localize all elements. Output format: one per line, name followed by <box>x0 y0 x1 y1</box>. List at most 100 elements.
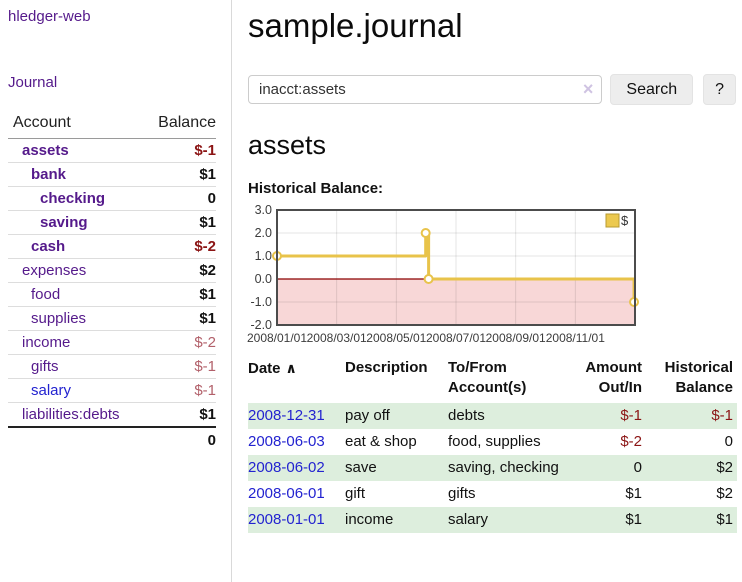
account-row: expenses $2 <box>8 258 216 283</box>
search-input[interactable] <box>248 75 603 104</box>
accounts-total-balance: 0 <box>136 426 216 453</box>
account-row: food $1 <box>8 282 216 307</box>
account-row: liabilities:debts $1 <box>8 402 216 427</box>
historical-balance-chart: $3.0 2.0 1.0 0.0 -1.0 -2.0 2008/01/01 2008/03/0… <box>247 204 736 346</box>
svg-text:1.0: 1.0 <box>255 249 272 263</box>
account-balance: 0 <box>136 186 216 211</box>
transaction-amount: $-2 <box>620 433 642 450</box>
sidebar: hledger-web Journal Account Balance asse… <box>0 0 232 582</box>
accounts-total-row: 0 <box>8 426 216 453</box>
account-balance: $-1 <box>194 142 216 159</box>
account-row: income $-2 <box>8 330 216 355</box>
account-balance: $1 <box>136 402 216 427</box>
account-balance: $-2 <box>136 234 216 259</box>
account-row: checking 0 <box>8 186 216 211</box>
account-link-liabilities-debts[interactable]: liabilities:debts <box>22 406 120 423</box>
account-row: cash $-2 <box>8 234 216 259</box>
account-heading: assets <box>248 130 327 160</box>
transaction-amount: 0 <box>572 455 642 481</box>
amount-column-header: Amount Out/In <box>585 359 642 396</box>
svg-text:2008/07/01: 2008/07/01 <box>426 331 486 345</box>
account-balance: $1 <box>136 210 216 235</box>
transaction-row: 2008-06-03 eat & shop food, supplies $-2 0 <box>248 429 737 455</box>
account-balance: $1 <box>136 162 216 187</box>
transaction-date-link[interactable]: 2008-01-01 <box>248 511 325 528</box>
register-header-row: Date ∧ Description To/From Account(s) Amo… <box>248 356 737 403</box>
account-link-gifts[interactable]: gifts <box>31 358 59 375</box>
transaction-row: 2008-06-01 gift gifts $1 $2 <box>248 481 737 507</box>
transaction-description: eat & shop <box>345 433 417 450</box>
description-column-header: Description <box>345 359 428 376</box>
accounts-table-header: Account Balance <box>8 112 216 139</box>
chart-heading: Historical Balance: <box>248 180 384 197</box>
account-link-checking[interactable]: checking <box>40 190 106 207</box>
account-link-cash[interactable]: cash <box>31 238 66 255</box>
transaction-amount: $1 <box>625 485 642 502</box>
transaction-accounts: salary <box>448 507 572 533</box>
transaction-accounts: food, supplies <box>448 433 541 450</box>
transaction-date-link[interactable]: 2008-06-03 <box>248 433 325 450</box>
legend-label: $ <box>621 213 629 228</box>
svg-text:2008/01/01: 2008/01/01 <box>247 331 307 345</box>
svg-text:2008/05/01: 2008/05/01 <box>366 331 426 345</box>
balance-column-header: Balance <box>136 112 216 139</box>
transaction-description: income <box>345 507 448 533</box>
transaction-description: pay off <box>345 403 448 429</box>
transaction-accounts: debts <box>448 403 572 429</box>
account-link-expenses[interactable]: expenses <box>22 262 87 279</box>
svg-text:-2.0: -2.0 <box>250 318 272 332</box>
account-row: salary $-1 <box>8 378 216 403</box>
accounts-column-header: To/From Account(s) <box>448 359 527 396</box>
brand-link[interactable]: hledger-web <box>8 8 91 25</box>
transaction-amount: $1 <box>572 507 642 533</box>
search-button[interactable]: Search <box>610 74 694 105</box>
account-link-bank[interactable]: bank <box>31 166 67 183</box>
transaction-date-link[interactable]: 2008-06-01 <box>248 485 325 502</box>
transaction-amount: $-1 <box>572 403 642 429</box>
transaction-date-link[interactable]: 2008-06-02 <box>248 459 325 476</box>
account-link-assets[interactable]: assets <box>22 142 69 159</box>
transaction-date-link[interactable]: 2008-12-31 <box>248 407 325 424</box>
account-row: saving $1 <box>8 210 216 235</box>
svg-text:2008/09/01: 2008/09/01 <box>486 331 546 345</box>
sidebar-item-journal[interactable]: Journal <box>8 74 58 91</box>
balance-column-header: Historical Balance <box>664 359 733 396</box>
search-box: × <box>248 75 603 104</box>
svg-text:-1.0: -1.0 <box>250 295 272 309</box>
sort-ascending-icon: ∧ <box>285 360 297 376</box>
account-row: bank $1 <box>8 162 216 187</box>
date-column-header[interactable]: Date ∧ <box>248 360 297 377</box>
transaction-balance: 0 <box>724 433 733 450</box>
search-row: × Search ? <box>248 74 736 105</box>
account-balance: $-1 <box>136 354 216 379</box>
svg-text:0.0: 0.0 <box>255 272 272 286</box>
account-balance: $-2 <box>136 330 216 355</box>
account-link-saving[interactable]: saving <box>40 214 88 231</box>
account-balance: $1 <box>136 282 216 307</box>
svg-text:3.0: 3.0 <box>255 204 272 217</box>
account-link-salary[interactable]: salary <box>31 382 72 399</box>
clear-search-icon[interactable]: × <box>582 79 594 99</box>
register-table: Date ∧ Description To/From Account(s) Amo… <box>248 356 737 533</box>
account-link-food[interactable]: food <box>31 286 61 303</box>
accounts-table: Account Balance assets $-1 bank $1 checking 0… <box>8 112 216 453</box>
transaction-balance: $2 <box>642 455 737 481</box>
page-title: sample.journal <box>248 7 463 44</box>
svg-text:2008/03/01: 2008/03/01 <box>307 331 367 345</box>
account-balance: $-1 <box>136 378 216 403</box>
account-column-header: Account <box>8 112 136 139</box>
transaction-description: gift <box>345 485 366 502</box>
main-content: sample.journal × Search ? assets Histori… <box>233 0 742 533</box>
account-balance: $2 <box>136 258 216 283</box>
transaction-row: 2008-06-02 save saving, checking 0 $2 <box>248 455 737 481</box>
account-link-supplies[interactable]: supplies <box>31 310 87 327</box>
account-row: supplies $1 <box>8 306 216 331</box>
transaction-accounts: saving, checking <box>448 455 572 481</box>
help-button[interactable]: ? <box>703 74 736 105</box>
transaction-description: save <box>345 455 448 481</box>
account-link-income[interactable]: income <box>22 334 71 351</box>
transaction-row: 2008-12-31 pay off debts $-1 $-1 <box>248 403 737 429</box>
account-balance: $1 <box>136 306 216 331</box>
legend-swatch <box>605 213 620 228</box>
